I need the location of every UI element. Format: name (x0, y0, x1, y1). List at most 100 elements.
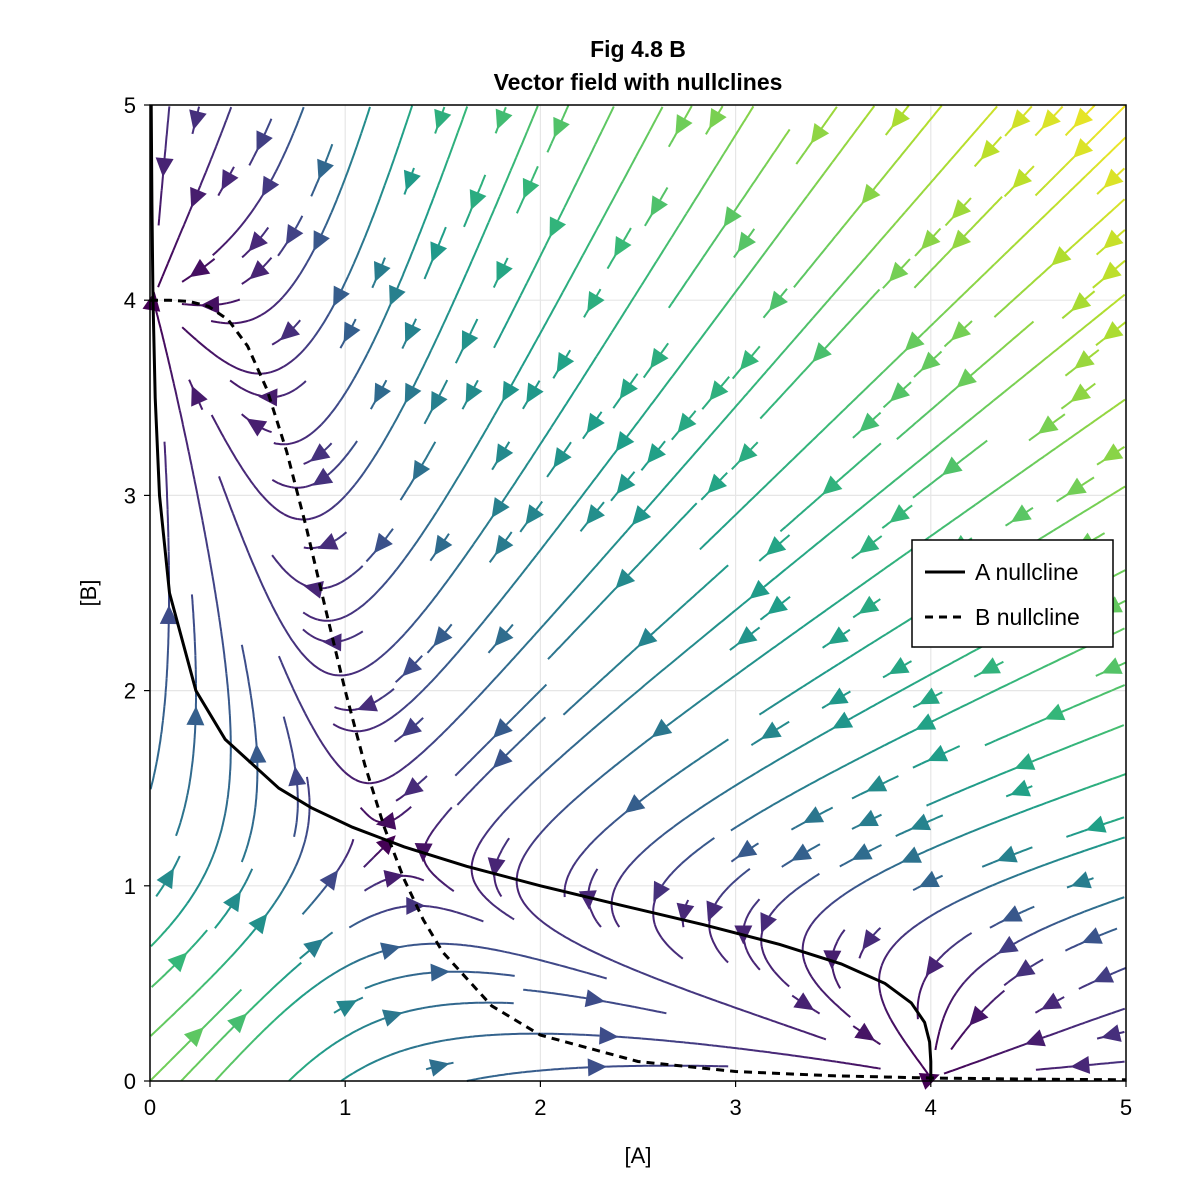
streamline-segment (188, 379, 192, 385)
streamline-segment (223, 437, 232, 451)
streamline-segment (456, 119, 464, 134)
streamline-segment (339, 451, 350, 464)
streamline-segment (335, 186, 344, 200)
streamline-segment (625, 296, 635, 310)
streamline-segment (305, 983, 319, 994)
streamline-segment (684, 809, 697, 820)
streamline-segment (1047, 346, 1060, 358)
streamline-segment (328, 968, 342, 978)
streamline-segment (1094, 156, 1107, 168)
streamline-segment (834, 763, 848, 773)
streamline-segment (465, 451, 475, 465)
streamline-segment (651, 975, 666, 983)
streamline-segment (574, 941, 588, 950)
stream-arrow (1001, 905, 1023, 922)
streamline-segment (741, 498, 753, 510)
streamline-segment (479, 174, 487, 189)
streamline-segment (432, 185, 440, 200)
streamline-segment (882, 361, 895, 373)
streamline-segment (1104, 146, 1117, 158)
streamline-segment (534, 716, 547, 728)
streamline-segment (348, 919, 363, 929)
streamline-segment (310, 512, 325, 520)
streamline-segment (344, 845, 353, 859)
streamline-segment (288, 1070, 300, 1082)
stream-arrow (258, 388, 278, 407)
stream-arrow (248, 743, 267, 764)
streamline-segment (252, 807, 257, 822)
streamline-segment (770, 1019, 785, 1026)
stream-arrow (996, 845, 1018, 863)
streamline-segment (412, 534, 423, 548)
streamline-segment (819, 806, 834, 815)
streamline-segment (317, 618, 332, 622)
stream-arrow (190, 186, 207, 208)
stream-arrow (404, 321, 422, 343)
streamline-segment (606, 264, 611, 270)
streamline-segment (669, 1040, 684, 1044)
streamline-segment (330, 199, 338, 213)
streamline-segment (721, 517, 733, 529)
streamline-segment (773, 392, 785, 404)
streamline-segment (253, 723, 257, 738)
streamline-segment (938, 1017, 945, 1032)
streamline-segment (204, 159, 212, 173)
streamline-segment (675, 602, 688, 613)
streamline-segment (819, 987, 831, 1000)
streamline-segment (892, 351, 905, 363)
streamline-segment (761, 478, 773, 490)
streamline (671, 410, 697, 441)
stream-arrow (651, 718, 673, 738)
streamline-segment (1011, 329, 1024, 341)
streamline-segment (773, 140, 783, 154)
streamline-segment (1013, 234, 1026, 246)
stream-arrow (430, 963, 450, 982)
streamline (700, 472, 728, 501)
streamline-segment (448, 566, 459, 580)
streamline-segment (360, 119, 367, 134)
streamline-segment (394, 764, 408, 775)
streamline-segment (300, 651, 312, 664)
streamline-segment (386, 568, 398, 582)
streamline (759, 288, 881, 420)
streamline-segment (912, 491, 921, 499)
streamline-segment (1057, 854, 1072, 861)
streamline-segment (806, 498, 819, 509)
streamline-segment (692, 754, 706, 764)
streamline (731, 345, 761, 380)
streamline-segment (390, 1049, 405, 1056)
streamline-segment (944, 217, 953, 227)
streamline-segment (928, 528, 942, 538)
streamline-segment (756, 370, 768, 383)
streamline-segment (743, 909, 752, 924)
streamline-segment (493, 345, 496, 349)
streamline (302, 106, 664, 622)
streamline-segment (474, 620, 485, 633)
streamline-segment (251, 709, 256, 724)
streamline-segment (423, 417, 429, 425)
stream-arrow (1065, 477, 1087, 496)
streamline-segment (878, 170, 890, 183)
streamline-segment (229, 363, 244, 372)
stream-arrow (1101, 261, 1122, 281)
streamline-segment (527, 450, 537, 464)
streamline-segment (298, 1061, 311, 1072)
streamline-segment (622, 693, 635, 704)
streamline-segment (1045, 921, 1059, 929)
streamline-segment (416, 746, 429, 758)
streamline-segment (843, 213, 854, 227)
stream-arrow (918, 870, 940, 888)
streamline-segment (851, 793, 861, 800)
streamline-segment (220, 956, 232, 968)
streamline-segment (980, 776, 994, 784)
streamline-segment (427, 198, 435, 213)
streamline-segment (1078, 983, 1088, 990)
streamline-segment (1099, 777, 1113, 785)
streamline-segment (796, 783, 811, 792)
streamline-segment (416, 224, 424, 239)
streamline-segment (200, 929, 208, 938)
streamline-segment (465, 260, 473, 275)
stream-arrow (866, 775, 888, 792)
streamline-segment (582, 156, 591, 171)
streamline (852, 1022, 881, 1046)
